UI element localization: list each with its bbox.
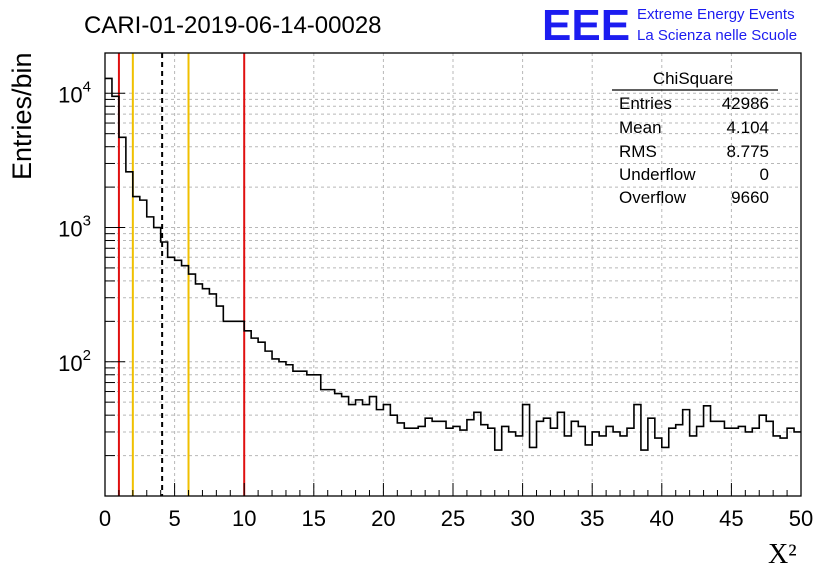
y-tick-label: 103 bbox=[58, 213, 91, 242]
y-tick-label: 102 bbox=[58, 347, 91, 376]
x-tick-label: 50 bbox=[789, 506, 813, 531]
stats-value-entries: 42986 bbox=[722, 94, 769, 113]
x-tick-label: 30 bbox=[510, 506, 534, 531]
grid bbox=[105, 53, 801, 496]
stats-value-rms: 8.775 bbox=[726, 142, 769, 161]
y-tick-labels: 102 103 104 bbox=[58, 78, 91, 375]
stats-box: ChiSquare Entries 42986 Mean 4.104 RMS 8… bbox=[612, 69, 778, 207]
stats-value-mean: 4.104 bbox=[726, 118, 769, 137]
stats-value-overflow: 9660 bbox=[731, 188, 769, 207]
logo-line-2: La Scienza nelle Scuole bbox=[637, 27, 797, 44]
stats-label-overflow: Overflow bbox=[619, 188, 687, 207]
x-tick-label: 10 bbox=[232, 506, 256, 531]
x-tick-label: 0 bbox=[99, 506, 111, 531]
axis-ticks bbox=[104, 92, 802, 496]
x-tick-label: 25 bbox=[441, 506, 465, 531]
logo-line-1: Extreme Energy Events bbox=[637, 6, 795, 23]
y-tick-label: 104 bbox=[58, 78, 91, 107]
chart-title: CARI-01-2019-06-14-00028 bbox=[84, 12, 382, 39]
x-tick-labels: 0 5 10 15 20 25 30 35 40 45 50 bbox=[99, 506, 813, 531]
stats-label-underflow: Underflow bbox=[619, 165, 696, 184]
y-axis-label: Entries/bin bbox=[7, 52, 37, 180]
marker-lines bbox=[117, 53, 246, 496]
eee-logo-mark: EEE bbox=[542, 1, 630, 50]
stats-value-underflow: 0 bbox=[760, 165, 769, 184]
stats-label-entries: Entries bbox=[619, 94, 672, 113]
x-tick-label: 20 bbox=[371, 506, 395, 531]
x-tick-label: 40 bbox=[650, 506, 674, 531]
stats-label-mean: Mean bbox=[619, 118, 662, 137]
eee-logo: EEE Extreme Energy Events La Scienza nel… bbox=[542, 1, 797, 50]
x-tick-label: 15 bbox=[302, 506, 326, 531]
x-tick-label: 5 bbox=[168, 506, 180, 531]
stats-box-title: ChiSquare bbox=[653, 69, 733, 88]
x-tick-label: 35 bbox=[580, 506, 604, 531]
x-axis-label: X² bbox=[768, 539, 797, 570]
stats-label-rms: RMS bbox=[619, 142, 657, 161]
histogram-series bbox=[105, 77, 801, 451]
x-tick-label: 45 bbox=[719, 506, 743, 531]
